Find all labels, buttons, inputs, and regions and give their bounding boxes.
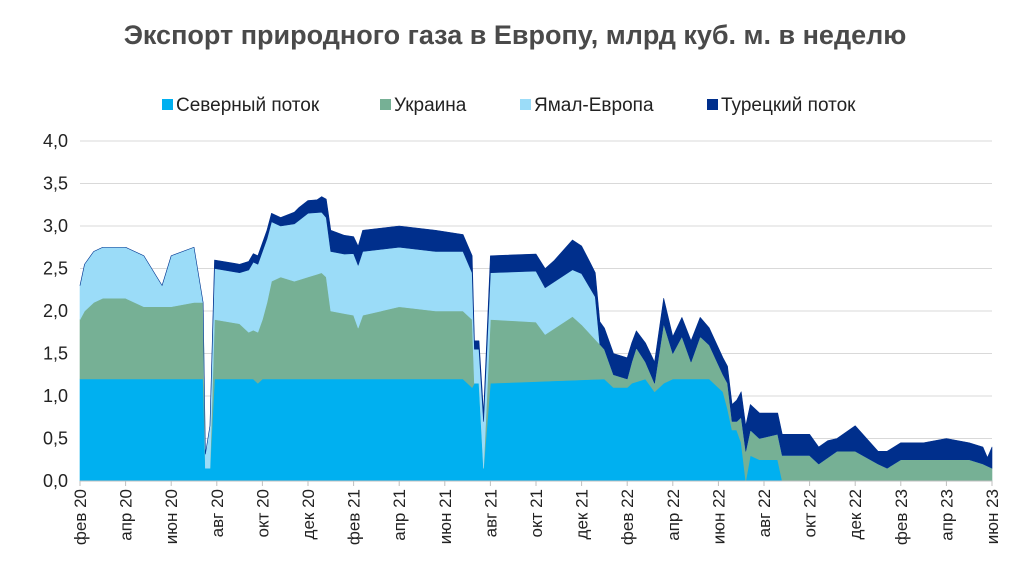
x-tick-label: дек 20 [299,489,318,539]
y-tick-label: 1,0 [43,386,68,406]
x-tick-label: фев 21 [345,489,364,545]
x-tick-label: авг 22 [755,489,774,537]
x-tick-label: апр 20 [117,489,136,541]
legend-swatch [520,99,531,110]
x-tick-label: июн 23 [983,489,1002,544]
legend-label: Украина [394,95,467,116]
y-tick-label: 1,5 [43,344,68,364]
chart-title: Экспорт природного газа в Европу, млрд к… [124,20,907,50]
area-series-3 [79,196,993,469]
y-axis-ticks: 0,0 0,5 1,0 1,5 2,0 2,5 3,0 3,5 4,0 [43,131,68,491]
x-tick-label: апр 21 [390,489,409,541]
x-tick-label: окт 20 [253,489,272,538]
x-tick-label: окт 22 [801,489,820,538]
x-tick-label: апр 23 [937,489,956,541]
chart-legend: Северный поток Украина Ямал-Европа Турецкий… [162,95,856,116]
legend-item-3: Турецкий поток [707,95,856,116]
y-tick-label: 2,0 [43,301,68,321]
x-tick-label: окт 21 [527,489,546,538]
legend-item-0: Северный поток [162,95,320,116]
y-tick-label: 2,5 [43,259,68,279]
y-tick-label: 0,0 [43,471,68,491]
x-tick-label: дек 21 [573,489,592,539]
legend-label: Северный поток [176,95,320,116]
legend-swatch [380,99,391,110]
x-tick-label: авг 21 [481,489,500,537]
x-axis-ticks: фев 20 апр 20 июн 20 авг 20 окт 20 дек 20 фев … [71,481,1002,545]
legend-item-1: Украина [380,95,467,116]
x-tick-label: фев 23 [892,489,911,545]
legend-swatch [707,99,718,110]
y-tick-label: 0,5 [43,429,68,449]
x-tick-label: июн 20 [162,489,181,544]
x-tick-label: фев 22 [618,489,637,545]
legend-label: Турецкий поток [721,95,856,116]
y-tick-label: 3,0 [43,216,68,236]
y-tick-label: 4,0 [43,131,68,151]
x-tick-label: дек 22 [846,489,865,539]
x-tick-label: апр 22 [664,489,683,541]
x-tick-label: июн 22 [709,489,728,544]
legend-swatch [162,99,173,110]
x-tick-label: июн 21 [436,489,455,544]
area-series-group [79,196,993,482]
x-tick-label: авг 20 [208,489,227,537]
legend-item-2: Ямал-Европа [520,95,654,116]
x-tick-label: фев 20 [71,489,90,545]
legend-label: Ямал-Европа [534,95,654,116]
y-tick-label: 3,5 [43,174,68,194]
